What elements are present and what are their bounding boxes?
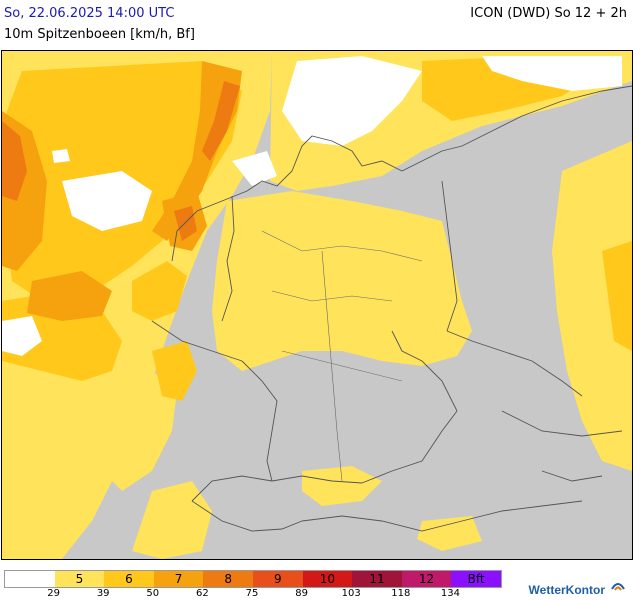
legend-cell: 10	[302, 571, 353, 587]
legend-tick: 134	[440, 588, 460, 599]
bf6-benelux	[132, 261, 187, 321]
border-fr-ch	[191, 475, 273, 502]
legend-tick: 62	[196, 588, 209, 599]
legend-cell	[5, 571, 55, 587]
variable-label: 10m Spitzenboeen [km/h, Bf]	[4, 27, 195, 42]
border-nl-de	[221, 195, 235, 322]
border-at-south	[301, 500, 583, 532]
legend-tick: 50	[146, 588, 160, 599]
legend-tick: 29	[47, 588, 60, 599]
bf5-saxony	[382, 291, 442, 341]
bf6-east-edge	[602, 241, 632, 351]
legend-cell: 9	[252, 571, 303, 587]
border-cz-pl	[446, 330, 583, 397]
legend-tick: 75	[245, 588, 259, 599]
forecast-datetime: So, 22.06.2025 14:00 UTC	[4, 6, 175, 21]
calm-north-sea	[62, 171, 152, 231]
borders	[151, 85, 632, 532]
wetterkontor-logo-icon	[611, 583, 625, 591]
calm-uk-small	[52, 149, 70, 163]
model-run-label: ICON (DWD) So 12 + 2h	[470, 6, 627, 21]
bf8-areas	[2, 81, 240, 241]
bft-legend: 5 6 7 8 9 10 11 12 Bft	[4, 570, 502, 588]
gust-map	[1, 50, 633, 560]
legend-cell: Bft	[451, 571, 501, 587]
border-ch	[191, 500, 303, 532]
legend-cell: 5	[54, 571, 105, 587]
legend-cell: 12	[401, 571, 452, 587]
calm-baltic-east	[482, 56, 622, 91]
bf8-uk-east	[2, 121, 27, 201]
state-borders-de	[261, 230, 423, 482]
legend-cell: 11	[352, 571, 402, 587]
bf6-belgium	[152, 341, 197, 401]
border-de-ch	[271, 475, 363, 484]
legend-cell: 6	[104, 571, 154, 587]
border-de-at	[361, 410, 458, 484]
brand-name: WetterKontor	[528, 583, 605, 597]
legend-tick: 103	[341, 588, 361, 599]
legend-cell: 7	[153, 571, 204, 587]
border-cz-sk	[501, 410, 623, 437]
border-de-fr	[241, 360, 278, 482]
legend-tick: 39	[96, 588, 110, 599]
calm-english-channel	[2, 316, 42, 356]
border-be-fr	[151, 320, 243, 362]
bf5-south-patches	[417, 516, 482, 551]
calm-areas	[2, 56, 622, 356]
border-de-cz	[391, 330, 458, 412]
bf8-holland-coast	[174, 206, 197, 241]
border-de-pl	[441, 180, 458, 332]
calm-wadden	[232, 151, 277, 186]
border-at-hu	[541, 470, 603, 482]
bf5-east-poland	[552, 141, 632, 471]
legend-tick: 118	[391, 588, 411, 599]
bf5-alps-patches	[302, 466, 382, 506]
bf7-channel-band	[27, 271, 112, 321]
legend-cell: 8	[203, 571, 253, 587]
kmh-ticks: 29 39 50 62 75 89 103 118 134	[4, 588, 500, 600]
bf8-north-sea-strip	[202, 81, 240, 161]
bf5-belgium-strip	[102, 371, 177, 491]
calm-denmark-baltic	[282, 56, 422, 146]
coast-north	[171, 85, 632, 262]
legend-tick: 89	[295, 588, 308, 599]
